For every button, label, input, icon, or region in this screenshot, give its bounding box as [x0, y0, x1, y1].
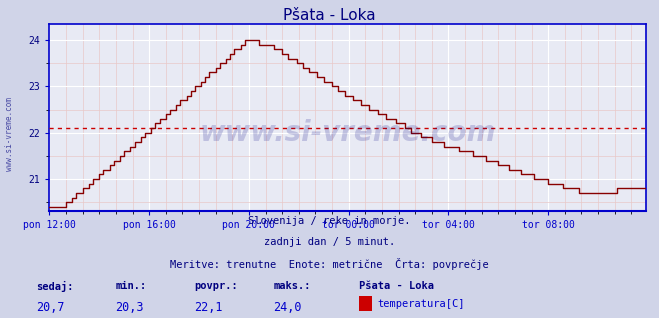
Text: 20,3: 20,3	[115, 301, 144, 314]
Text: Meritve: trenutne  Enote: metrične  Črta: povprečje: Meritve: trenutne Enote: metrične Črta: …	[170, 258, 489, 270]
Text: temperatura[C]: temperatura[C]	[377, 299, 465, 309]
Text: 22,1: 22,1	[194, 301, 223, 314]
Text: 20,7: 20,7	[36, 301, 65, 314]
Text: www.si-vreme.com: www.si-vreme.com	[200, 119, 496, 147]
Text: maks.:: maks.:	[273, 281, 311, 291]
Text: Pšata - Loka: Pšata - Loka	[359, 281, 434, 291]
Text: Slovenija / reke in morje.: Slovenija / reke in morje.	[248, 216, 411, 226]
Text: zadnji dan / 5 minut.: zadnji dan / 5 minut.	[264, 237, 395, 247]
Text: Pšata - Loka: Pšata - Loka	[283, 8, 376, 23]
Text: sedaj:: sedaj:	[36, 281, 74, 293]
Text: povpr.:: povpr.:	[194, 281, 238, 291]
Text: www.si-vreme.com: www.si-vreme.com	[5, 97, 14, 170]
Text: 24,0: 24,0	[273, 301, 302, 314]
Text: min.:: min.:	[115, 281, 146, 291]
